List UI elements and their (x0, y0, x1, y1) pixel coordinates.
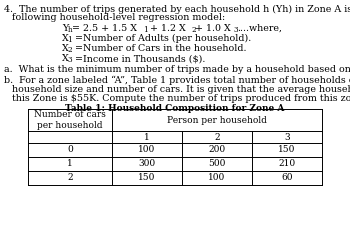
Text: following household-level regression model:: following household-level regression mod… (12, 13, 225, 22)
Text: 3: 3 (284, 132, 290, 141)
Text: =Number of Cars in the household.: =Number of Cars in the household. (72, 44, 246, 53)
Text: ....where,: ....where, (237, 24, 282, 33)
Text: 100: 100 (208, 174, 226, 183)
Text: Table 1: Household Composition for Zone A: Table 1: Household Composition for Zone … (65, 104, 285, 113)
Text: 2: 2 (67, 174, 73, 183)
Text: + 1.0 X: + 1.0 X (195, 24, 231, 33)
Text: 210: 210 (279, 159, 295, 168)
Text: 100: 100 (138, 146, 156, 154)
Text: 150: 150 (138, 174, 156, 183)
Text: X: X (62, 44, 69, 53)
Text: 300: 300 (139, 159, 155, 168)
Text: 1: 1 (68, 36, 72, 43)
Text: 1: 1 (144, 132, 150, 141)
Text: 60: 60 (281, 174, 293, 183)
Text: Number of cars
per household: Number of cars per household (34, 110, 106, 130)
Text: b.  For a zone labeled “A”, Table 1 provides total number of households classifi: b. For a zone labeled “A”, Table 1 provi… (4, 76, 350, 85)
Text: a.  What is the minimum number of trips made by a household based on the equatio: a. What is the minimum number of trips m… (4, 65, 350, 74)
Text: Y: Y (62, 24, 68, 33)
Text: X: X (62, 54, 69, 63)
Text: 3: 3 (233, 26, 238, 33)
Text: 1: 1 (143, 26, 148, 33)
Text: 2: 2 (68, 45, 72, 54)
Text: =Number of Adults (per household).: =Number of Adults (per household). (72, 34, 251, 43)
Text: 3: 3 (68, 55, 72, 64)
Text: + 1.2 X: + 1.2 X (147, 24, 186, 33)
Text: household size and number of cars. It is given that the average household income: household size and number of cars. It is… (12, 85, 350, 94)
Text: = 2.5 + 1.5 X: = 2.5 + 1.5 X (72, 24, 137, 33)
Text: this Zone is $55K. Compute the number of trips produced from this zone.: this Zone is $55K. Compute the number of… (12, 94, 350, 103)
Text: 500: 500 (208, 159, 226, 168)
Text: Person per household: Person per household (167, 115, 267, 125)
Text: 4.  The number of trips generated by each household h (Yh) in Zone A is given by: 4. The number of trips generated by each… (4, 5, 350, 14)
Text: 2: 2 (191, 26, 196, 33)
Text: 0: 0 (67, 146, 73, 154)
Text: X: X (62, 34, 69, 43)
Text: h: h (68, 26, 72, 33)
Text: =Income in Thousands ($).: =Income in Thousands ($). (72, 54, 205, 63)
Text: 2: 2 (214, 132, 220, 141)
Text: 1: 1 (67, 159, 73, 168)
Text: 200: 200 (209, 146, 225, 154)
Text: 150: 150 (278, 146, 296, 154)
